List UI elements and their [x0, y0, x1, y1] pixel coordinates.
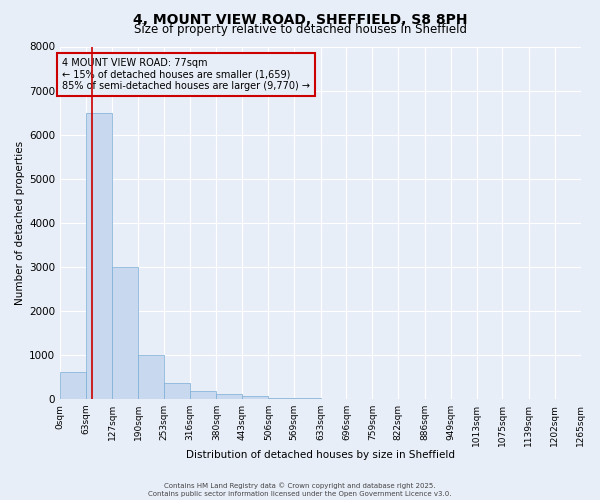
Bar: [268, 398, 294, 399]
Bar: [164, 384, 190, 399]
Text: Contains HM Land Registry data © Crown copyright and database right 2025.: Contains HM Land Registry data © Crown c…: [164, 482, 436, 489]
Text: 4 MOUNT VIEW ROAD: 77sqm
← 15% of detached houses are smaller (1,659)
85% of sem: 4 MOUNT VIEW ROAD: 77sqm ← 15% of detach…: [62, 58, 310, 90]
Bar: [190, 391, 217, 399]
Y-axis label: Number of detached properties: Number of detached properties: [15, 140, 25, 304]
Bar: [86, 112, 112, 399]
Text: 4, MOUNT VIEW ROAD, SHEFFIELD, S8 8PH: 4, MOUNT VIEW ROAD, SHEFFIELD, S8 8PH: [133, 12, 467, 26]
X-axis label: Distribution of detached houses by size in Sheffield: Distribution of detached houses by size …: [186, 450, 455, 460]
Bar: [242, 396, 268, 399]
Bar: [60, 372, 86, 399]
Bar: [217, 394, 242, 399]
Bar: [139, 355, 164, 399]
Text: Contains public sector information licensed under the Open Government Licence v3: Contains public sector information licen…: [148, 491, 452, 497]
Bar: [112, 266, 139, 399]
Text: Size of property relative to detached houses in Sheffield: Size of property relative to detached ho…: [133, 22, 467, 36]
